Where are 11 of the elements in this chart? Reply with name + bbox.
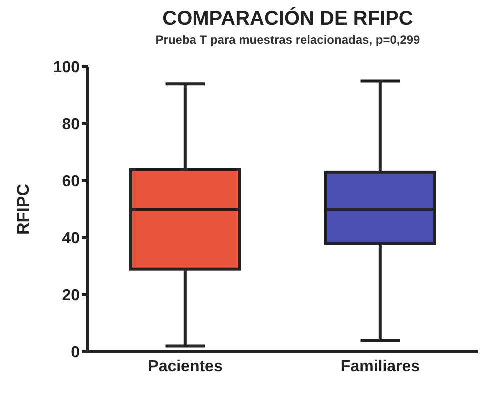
chart-subtitle: Prueba T para muestras relacionadas, p=0,299 bbox=[154, 33, 422, 47]
y-tick-label: 60 bbox=[62, 174, 80, 191]
x-tick-label: Pacientes bbox=[148, 358, 223, 376]
chart-title: COMPARACIÓN DE RFIPC bbox=[162, 8, 414, 31]
y-tick-label: 100 bbox=[53, 60, 80, 77]
y-axis-title: RFIPC bbox=[14, 184, 34, 235]
y-tick-label: 80 bbox=[62, 116, 80, 134]
y-tick-label: 40 bbox=[62, 230, 80, 248]
y-tick-label: 0 bbox=[71, 344, 80, 362]
x-tick-label: Familiares bbox=[340, 358, 420, 376]
y-tick-label: 20 bbox=[62, 288, 80, 305]
